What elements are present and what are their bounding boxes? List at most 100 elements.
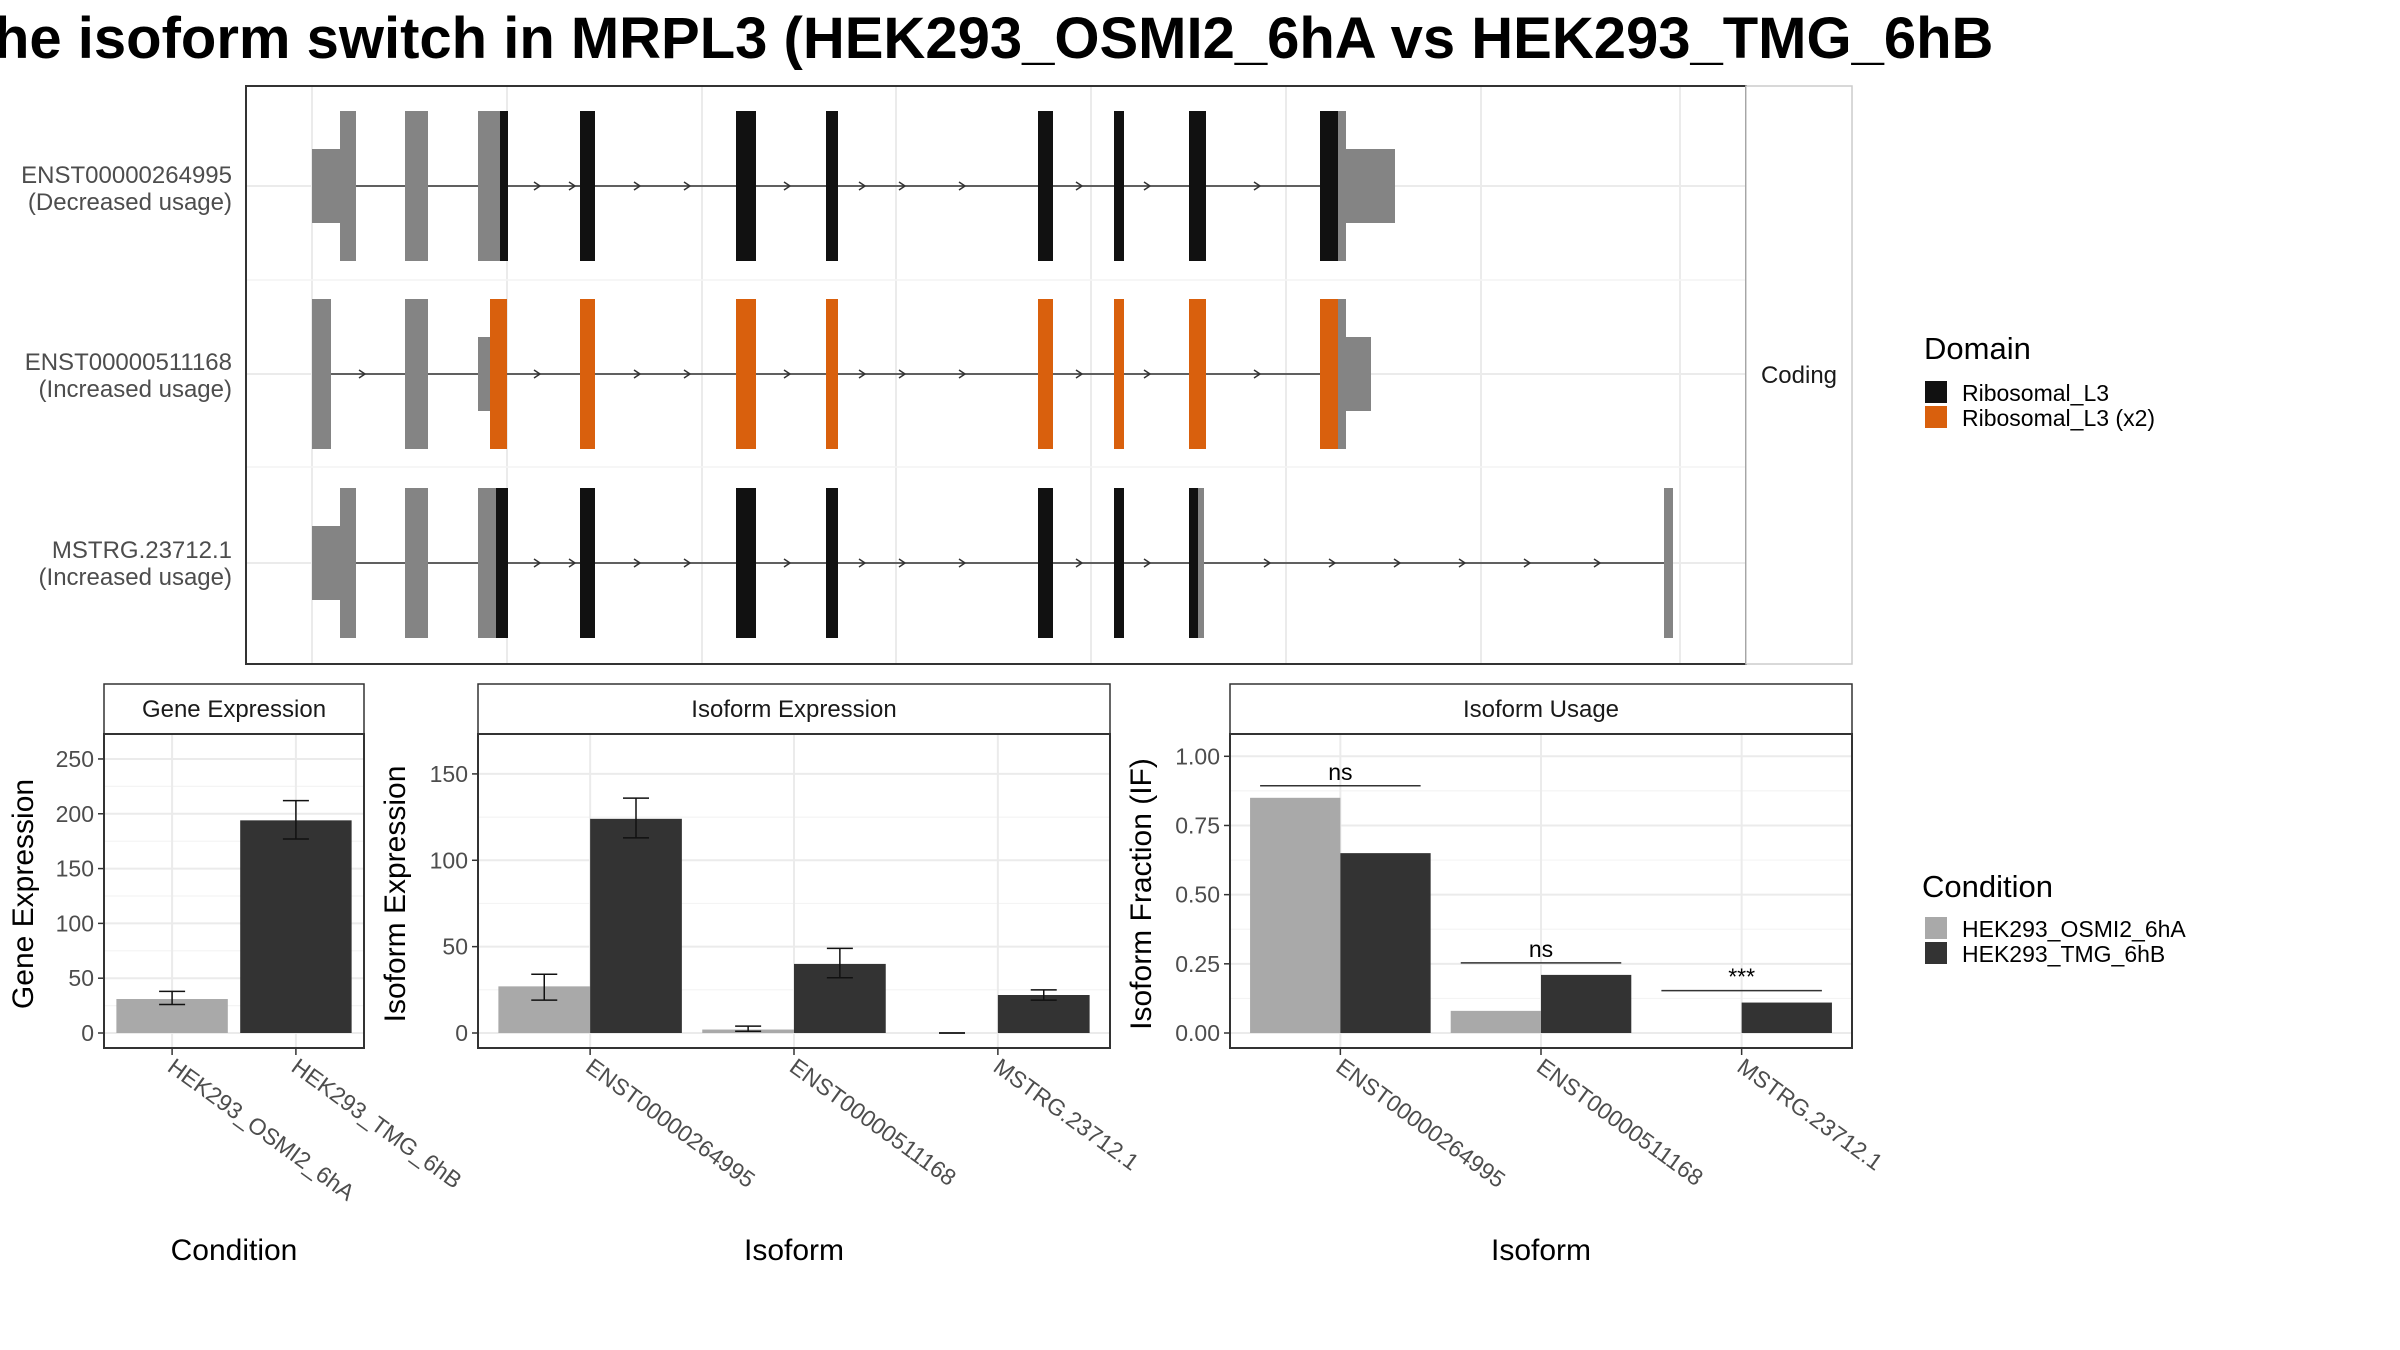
domain-exon [736,299,756,449]
domain-legend-swatch-1 [1925,381,1947,403]
domain-exon [1114,111,1124,261]
domain-exon [500,111,508,261]
significance-label: ns [1328,759,1352,785]
x-tick-label: MSTRG.23712.1 [989,1053,1144,1175]
transcript-3-usage: (Increased usage) [39,564,232,591]
isoform-expression-strip [477,683,1111,735]
transcript-row-3 [312,488,1673,638]
strand-arrow-icon [858,369,867,379]
strand-arrow-icon [783,369,792,379]
domain-exon [1189,488,1198,638]
domain-exon [736,111,756,261]
transcript-2-id: ENST00000511168 [25,349,232,376]
domain-exon [580,299,595,449]
strand-arrow-icon [898,181,907,191]
strand-arrow-icon [958,181,967,191]
utr-exon [478,337,490,411]
coding-strip-label: Coding [1761,362,1837,389]
condition-legend-swatch-1 [1925,917,1947,939]
strand-arrow-icon [533,181,542,191]
utr-exon [1196,488,1204,638]
x-tick-label: ENST00000511168 [785,1053,961,1191]
isoform-expression-ylabel: Isoform Expression [379,766,412,1023]
strand-arrow-icon [683,369,692,379]
bar [1741,1002,1832,1033]
bar [1250,797,1341,1033]
significance-label: *** [1728,964,1755,990]
domain-legend-label-1: Ribosomal_L3 [1962,380,2109,406]
domain-exon [580,488,595,638]
strand-arrow-icon [1075,369,1084,379]
strand-arrow-icon [633,558,642,568]
strand-arrow-icon [1075,558,1084,568]
domain-exon [826,299,838,449]
domain-exon [1114,299,1124,449]
transcript-2-usage: (Increased usage) [39,376,232,403]
figure-title: he isoform switch in MRPL3 (HEK293_OSMI2… [0,6,1993,71]
utr-exon [1664,488,1673,638]
strand-arrow-icon [958,369,967,379]
strand-arrow-icon [1393,558,1402,568]
strand-arrow-icon [898,558,907,568]
strand-arrow-icon [1523,558,1532,568]
y-tick-label: 50 [442,934,468,960]
domain-exon [1189,111,1206,261]
bar [1450,1010,1541,1033]
utr-exon [1340,149,1395,223]
isoform-usage-panel: Isoform Usage Isoform Fraction (IF) Isof… [1125,683,1888,1267]
x-tick-label: ENST00000511168 [1532,1053,1708,1191]
domain-exon [490,299,507,449]
domain-exon [1189,299,1206,449]
condition-legend-label-1: HEK293_OSMI2_6hA [1962,916,2186,942]
domain-exon [826,111,838,261]
domain-exon [1320,299,1338,449]
transcript-row-1 [312,111,1395,261]
utr-exon [405,488,428,638]
y-tick-label: 0 [81,1020,94,1046]
coding-strip [1745,85,1853,665]
strand-arrow-icon [858,181,867,191]
strand-arrow-icon [1593,558,1602,568]
utr-exon [405,111,428,261]
y-tick-label: 0.75 [1175,812,1220,838]
y-tick-label: 150 [430,761,468,787]
utr-exon [340,111,356,261]
bar [1541,974,1632,1033]
strand-arrow-icon [568,558,577,568]
transcript-row-2 [312,299,1371,449]
strand-arrow-icon [1253,369,1262,379]
transcript-3-id: MSTRG.23712.1 [52,537,232,564]
y-tick-label: 0 [455,1020,468,1046]
y-tick-label: 50 [68,965,94,991]
bar [590,818,682,1033]
utr-exon [478,488,496,638]
panel-border [103,733,365,1049]
strand-arrow-icon [1075,181,1084,191]
isoform-expression-strip-label: Isoform Expression [691,696,896,723]
strand-arrow-icon [1328,558,1337,568]
domain-exon [1038,299,1053,449]
strand-arrow-icon [958,558,967,568]
strand-arrow-icon [1253,181,1262,191]
strand-arrow-icon [858,558,867,568]
gene-expression-xlabel: Condition [171,1234,298,1267]
domain-exon [1038,111,1053,261]
y-tick-label: 100 [56,910,94,936]
domain-exon [1320,111,1338,261]
strand-arrow-icon [783,181,792,191]
transcript-1-id: ENST00000264995 [21,162,232,189]
domain-legend-title: Domain [1924,331,2031,366]
isoform-usage-ylabel: Isoform Fraction (IF) [1125,758,1158,1030]
isoform-expression-panel: Isoform Expression Isoform Expression Is… [379,683,1144,1267]
domain-exon [1114,488,1124,638]
domain-exon [496,488,508,638]
gene-expression-ylabel: Gene Expression [7,779,40,1009]
domain-exon [1038,488,1053,638]
isoform-usage-xlabel: Isoform [1491,1234,1591,1267]
y-tick-label: 100 [430,847,468,873]
utr-exon [340,488,356,638]
significance-label: ns [1529,936,1553,962]
strand-arrow-icon [568,181,577,191]
gene-expression-strip-label: Gene Expression [142,696,326,723]
